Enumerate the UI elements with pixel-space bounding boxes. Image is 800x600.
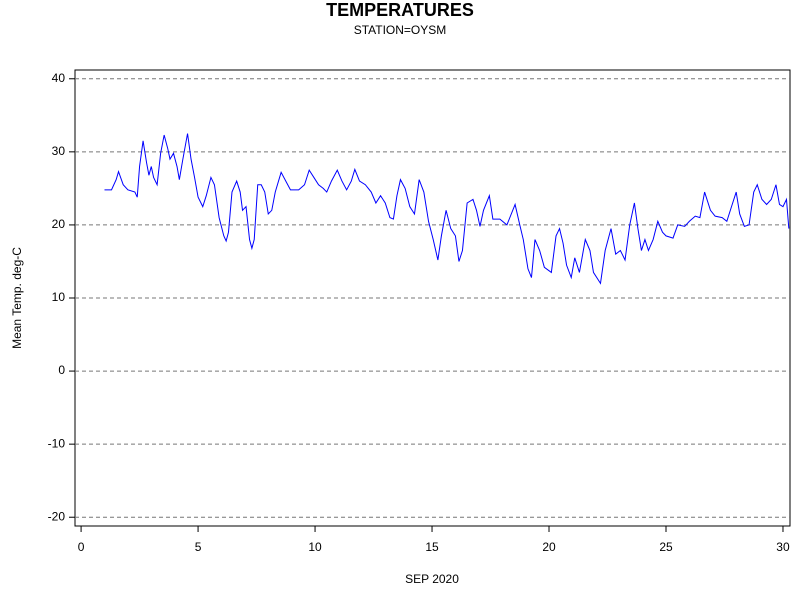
y-tick-label: -10	[48, 436, 66, 450]
y-tick-label: 10	[52, 290, 66, 304]
y-tick-label: -20	[48, 509, 66, 523]
x-tick-label: 5	[195, 540, 202, 554]
y-tick-label: 0	[58, 363, 65, 377]
x-tick-label: 30	[776, 540, 790, 554]
chart-title: TEMPERATURES	[326, 0, 474, 20]
chart-subtitle: STATION=OYSM	[354, 23, 447, 37]
x-axis-label: SEP 2020	[405, 572, 459, 586]
x-tick-label: 25	[659, 540, 673, 554]
line-series	[104, 133, 790, 285]
y-tick-label: 30	[52, 144, 66, 158]
y-tick-label: 40	[52, 71, 66, 85]
y-axis-label: Mean Temp. deg-C	[10, 247, 24, 349]
x-tick-label: 20	[542, 540, 556, 554]
x-tick-label: 0	[78, 540, 85, 554]
y-tick-label: 20	[52, 217, 66, 231]
x-tick-label: 15	[425, 540, 439, 554]
x-tick-label: 10	[308, 540, 322, 554]
